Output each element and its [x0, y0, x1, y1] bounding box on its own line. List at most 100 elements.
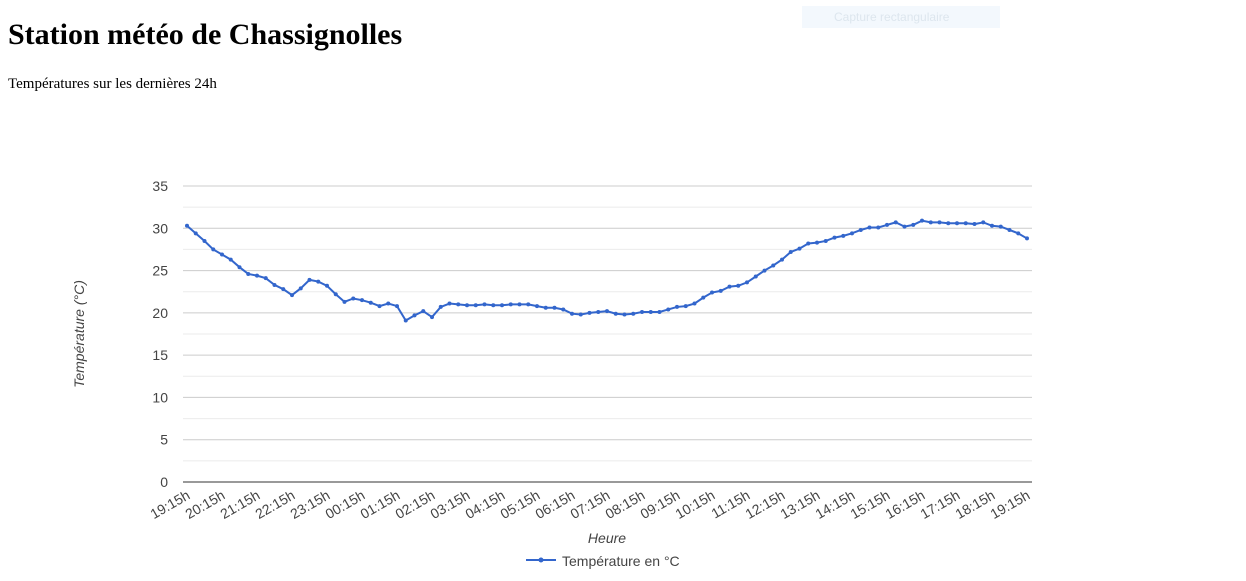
data-point	[718, 288, 723, 293]
x-tick-label: 02:15h	[392, 487, 437, 522]
data-point	[815, 240, 819, 245]
x-tick-label: 03:15h	[427, 487, 472, 522]
x-tick-label: 06:15h	[532, 487, 577, 522]
y-tick-label: 5	[160, 432, 168, 448]
data-point	[237, 265, 242, 270]
data-point	[325, 283, 329, 288]
capture-overlay[interactable]: Capture rectangulaire	[802, 6, 1000, 28]
x-tick-label: 16:15h	[882, 487, 927, 522]
x-tick-label: 15:15h	[847, 487, 892, 522]
data-point	[605, 309, 609, 314]
data-point	[272, 282, 277, 287]
x-axis-label: Heure	[588, 530, 626, 546]
x-tick-label: 13:15h	[777, 487, 822, 522]
data-point	[963, 221, 968, 226]
y-axis-label: Température (°C)	[71, 280, 87, 388]
data-point	[920, 218, 924, 223]
data-point	[955, 221, 959, 226]
data-point	[1025, 236, 1029, 241]
data-point	[377, 304, 382, 309]
data-point	[526, 302, 531, 307]
data-point	[220, 252, 224, 257]
data-point	[246, 271, 251, 276]
data-point	[517, 302, 522, 307]
data-point	[587, 310, 592, 315]
data-point	[430, 315, 434, 320]
data-point	[710, 290, 714, 295]
data-point	[386, 301, 391, 306]
data-point	[972, 222, 977, 227]
data-point	[578, 312, 583, 317]
data-point	[832, 235, 837, 240]
y-tick-label: 25	[152, 263, 168, 279]
data-point	[640, 310, 644, 315]
data-point	[421, 309, 426, 314]
x-tick-label: 14:15h	[812, 487, 857, 522]
data-point	[298, 286, 303, 291]
x-tick-label: 04:15h	[462, 487, 507, 522]
data-point	[508, 302, 513, 307]
data-point	[185, 223, 189, 228]
data-point	[500, 303, 504, 308]
data-point	[911, 222, 916, 227]
subtitle: Températures sur les dernières 24h	[8, 76, 217, 92]
data-point	[552, 305, 557, 310]
data-point	[570, 311, 574, 316]
data-point	[683, 304, 688, 309]
data-point	[841, 233, 846, 238]
data-point	[823, 238, 828, 243]
data-point	[342, 299, 347, 304]
data-point	[438, 304, 443, 309]
x-tick-label: 20:15h	[182, 487, 227, 522]
data-point	[491, 303, 496, 308]
data-point	[762, 268, 767, 273]
x-tick-label: 19:15h	[987, 487, 1032, 522]
data-point	[701, 295, 706, 300]
data-point	[946, 221, 951, 226]
data-point	[333, 292, 338, 297]
x-tick-label: 12:15h	[742, 487, 787, 522]
data-point	[307, 277, 312, 282]
data-point	[657, 310, 662, 315]
data-point	[543, 305, 548, 310]
data-point	[473, 303, 478, 308]
data-point	[622, 312, 627, 317]
data-point	[902, 224, 907, 229]
x-tick-label: 05:15h	[497, 487, 542, 522]
data-point	[316, 279, 321, 284]
data-point	[368, 300, 373, 305]
data-point	[876, 225, 881, 230]
data-point	[893, 220, 898, 225]
data-point	[675, 304, 679, 309]
data-point	[666, 307, 671, 312]
y-tick-label: 0	[160, 474, 168, 490]
data-point	[788, 249, 793, 254]
data-point	[263, 276, 268, 281]
data-point	[692, 301, 697, 306]
data-point	[631, 311, 636, 316]
data-point	[202, 238, 207, 243]
x-tick-label: 01:15h	[357, 487, 402, 522]
x-tick-label: 11:15h	[708, 487, 752, 522]
x-tick-label: 09:15h	[637, 487, 682, 522]
data-point	[727, 284, 732, 289]
x-tick-label: 19:15h	[147, 487, 192, 522]
data-point	[648, 310, 653, 315]
data-point	[990, 223, 994, 228]
data-point	[465, 303, 469, 308]
data-point	[745, 280, 749, 285]
data-point	[255, 273, 259, 278]
x-tick-label: 23:15h	[287, 487, 332, 522]
data-point	[806, 241, 811, 246]
x-tick-label: 00:15h	[322, 487, 367, 522]
data-point	[228, 257, 233, 262]
legend-label: Température en °C	[562, 553, 680, 569]
data-point	[1007, 227, 1012, 232]
data-point	[998, 224, 1003, 229]
data-point	[482, 302, 487, 307]
data-point	[613, 311, 618, 316]
data-point	[850, 231, 854, 236]
data-point	[937, 220, 942, 225]
